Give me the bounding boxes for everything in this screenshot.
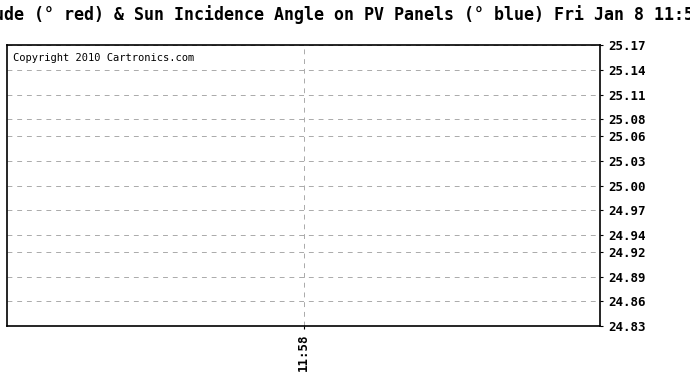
Text: Copyright 2010 Cartronics.com: Copyright 2010 Cartronics.com <box>13 54 194 63</box>
Text: Sun Altitude (° red) & Sun Incidence Angle on PV Panels (° blue) Fri Jan 8 11:58: Sun Altitude (° red) & Sun Incidence Ang… <box>0 5 690 24</box>
